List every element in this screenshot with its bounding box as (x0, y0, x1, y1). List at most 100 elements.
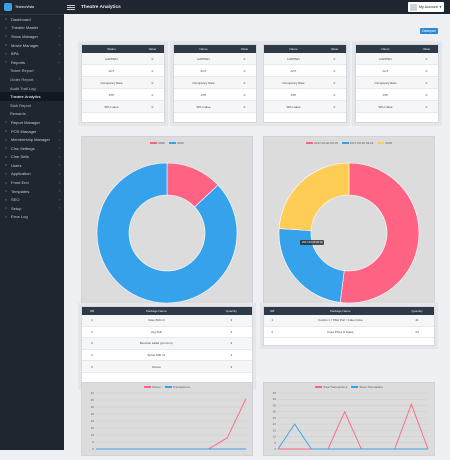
table-cell: ATP (82, 88, 141, 101)
table-cell: 0 (232, 53, 256, 65)
legend-swatch (169, 141, 176, 145)
line-chart-card-1: Stores Transactions 40 35 30 25 20 15 10 5 0 (81, 382, 253, 456)
sidebar-item-label: Reports (11, 59, 26, 65)
chevron-icon: ‹ (58, 34, 60, 39)
series-line[interactable] (278, 402, 429, 450)
brand-logo-icon (4, 3, 12, 11)
sidebar-item-templates[interactable]: ▪ Templates ‹ (0, 187, 64, 196)
legend-item[interactable]: 2000 (169, 141, 184, 145)
chevron-icon: ‹ (58, 43, 60, 48)
table-cell: 3 (210, 337, 252, 350)
sidebar-item-bpa[interactable]: ▪ BPA ‹ (0, 49, 64, 58)
sidebar-item-report-manager[interactable]: ▪ Report Manager ‹ (0, 118, 64, 127)
legend-swatch (150, 141, 158, 145)
sidebar-item-order-report[interactable]: Order Report ‹ (0, 75, 64, 84)
y-tick-label: 30 (91, 405, 95, 409)
stats-table: Name Value HAPPEN 0 ACT 0 Occupancy Rate 0 ATP 0 S… (174, 45, 256, 113)
sidebar-item-front-end[interactable]: ▪ Front End ‹ (0, 178, 64, 187)
sidebar-item-theatre-analytics[interactable]: Theatre Analytics (0, 92, 64, 101)
table-cell: Sprite 500 ml (101, 349, 211, 362)
y-tick-label: 35 (273, 403, 277, 407)
table-row: Occupancy Rate 0 (356, 76, 438, 89)
donut-slice[interactable] (339, 162, 420, 304)
legend-item[interactable]: Store Transaction (351, 385, 383, 389)
y-tick-label: 0 (92, 447, 94, 451)
menu-icon: ▪ (5, 146, 7, 151)
sidebar-item-slab-report[interactable]: Slab Report (0, 101, 64, 110)
sidebar-item-users[interactable]: ▪ Users ‹ (0, 161, 64, 170)
legend-swatch (315, 385, 323, 389)
sidebar-item-seo[interactable]: ▪ SEO ‹ (0, 195, 64, 204)
donut-slice[interactable] (96, 162, 238, 304)
sidebar-item-theater-master[interactable]: ▪ Theater Master ‹ (0, 24, 64, 33)
legend-item[interactable]: 2017-03-30 03:16 (305, 141, 338, 145)
legend-item[interactable]: 2017-03-30 03:16 (341, 141, 373, 145)
chevron-icon: ‹ (58, 77, 60, 82)
menu-icon: ▪ (5, 154, 7, 159)
menu-toggle-icon[interactable] (67, 4, 75, 10)
column-header: Quantity (400, 307, 434, 315)
sidebar-item-cinc-settings[interactable]: ▪ Cinc Settings ‹ (0, 144, 64, 153)
table-row: 3 Mexican salad (yummm) 3 (82, 337, 252, 350)
sidebar-item-label: Movie Manager (11, 42, 39, 48)
sidebar-item-pos-manager[interactable]: ▪ POS Manager ‹ (0, 127, 64, 136)
table-row: SPH value 0 (174, 100, 256, 113)
chevron-icon: ‹ (58, 163, 60, 168)
y-tick-label: 15 (91, 426, 95, 430)
y-tick-label: 35 (91, 398, 95, 402)
y-tick-label: 5 (274, 441, 276, 445)
sidebar-item-label: Theater Master (11, 25, 39, 31)
sidebar-item-audit-trail-log[interactable]: Audit Trail Log (0, 84, 64, 93)
table-row: SPH value 0 (264, 100, 346, 113)
legend-item[interactable]: Total Transactions (315, 385, 347, 389)
legend-item[interactable]: 2018 (377, 141, 392, 145)
sidebar-item-movie-manager[interactable]: ▪ Movie Manager ‹ (0, 41, 64, 50)
sidebar-item-label: Order Report (10, 76, 34, 82)
sidebar-item-ticket-report[interactable]: Ticket Report (0, 67, 64, 76)
table-cell: ACT (356, 64, 415, 77)
sidebar-item-dashboard[interactable]: ▪ Dashboard (0, 15, 64, 24)
table-cell: Mexican salad (yummm) (101, 337, 211, 350)
legend-swatch (351, 385, 359, 389)
table-cell: 0 (140, 76, 164, 89)
y-tick-label: 10 (273, 435, 277, 439)
table-cell: 3 (210, 315, 252, 327)
chevron-icon: ‹ (58, 180, 60, 185)
table-cell: Coke 500 ml (101, 315, 211, 327)
donut-chart-card-1: 2000 2000 (81, 136, 253, 310)
brand[interactable]: TechnoVista (0, 0, 64, 15)
donut-slice[interactable] (278, 162, 350, 231)
sidebar-item-reports[interactable]: ▪ Reports ⌄ (0, 58, 64, 67)
sidebar-item-error-log[interactable]: ▪ Error Log (0, 213, 64, 222)
topbar: Theatre Analytics My Account ▾ (64, 0, 450, 14)
sidebar-item-membership-manager[interactable]: ▪ Membership Manager ‹ (0, 135, 64, 144)
sidebar-item-label: Templates (11, 188, 30, 194)
line-chart-card-2: Total Transactions Store Transaction 45 40… (263, 382, 435, 456)
export-button[interactable]: Dashpart (420, 28, 438, 34)
sidebar-item-label: Cinc Settings (11, 145, 35, 151)
sidebar-item-application[interactable]: ▪ Application ‹ (0, 170, 64, 179)
series-line[interactable] (277, 423, 428, 450)
table-cell: 0 (232, 64, 256, 77)
sidebar-item-label: Ticket Report (10, 68, 34, 74)
chart-tooltip: 2017-03-30 03:16 (300, 240, 325, 245)
sidebar-item-show-manager[interactable]: ▪ Show Manager ‹ (0, 32, 64, 41)
account-menu-button[interactable]: My Account ▾ (408, 2, 444, 12)
sidebar-item-setup[interactable]: ▪ Setup ‹ (0, 204, 64, 213)
series-line[interactable] (96, 398, 247, 450)
sidebar-item-rewards[interactable]: Rewards (0, 110, 64, 119)
legend-item[interactable]: Stores (144, 385, 161, 389)
sidebar-item-cine-sells[interactable]: ▪ Cine Sells ‹ (0, 153, 64, 162)
stats-table: Status Value HAPPEN 0 ACT 0 Occupancy Rate 0 ATP… (82, 45, 164, 113)
chevron-icon: ‹ (58, 120, 60, 125)
table-cell: 0 (414, 64, 438, 77)
y-tick-label: 10 (91, 433, 95, 437)
legend-item[interactable]: Transactions (164, 385, 190, 389)
chevron-icon: ‹ (58, 171, 60, 176)
table-row: 2 Veg Roll 5 (82, 326, 252, 339)
chevron-icon: ‹ (58, 129, 60, 134)
donut-chart-1 (96, 162, 238, 304)
legend-item[interactable]: 2000 (150, 141, 165, 145)
column-header: Value (322, 45, 346, 53)
table-cell: 0 (232, 76, 256, 89)
